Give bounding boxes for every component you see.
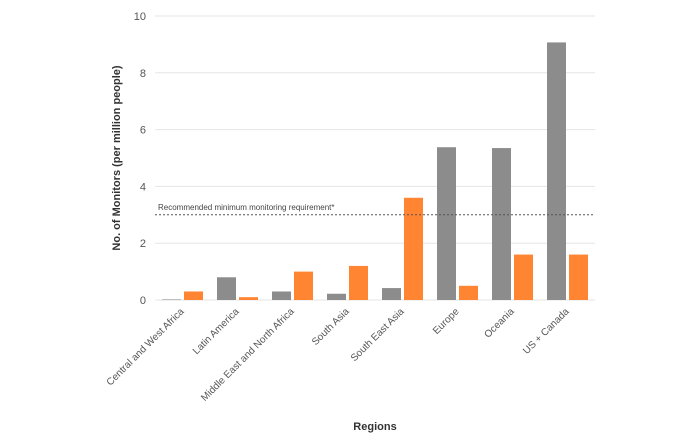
- bar-series-2: [239, 297, 258, 300]
- bar-series-2: [569, 254, 588, 300]
- y-tick-label: 10: [134, 11, 146, 23]
- bar-series-2: [349, 265, 368, 300]
- x-category-label: Central and West Africa: [105, 306, 187, 388]
- x-category-label: Latin America: [191, 306, 242, 357]
- bars: [162, 42, 588, 301]
- x-axis-title: Regions: [353, 421, 396, 433]
- x-category-label: Europe: [431, 306, 462, 337]
- bar-series-1: [492, 148, 511, 300]
- x-category-label: US + Canada: [521, 306, 572, 357]
- y-tick-label: 4: [140, 181, 146, 193]
- bar-series-2: [184, 291, 203, 300]
- bar-series-1: [162, 299, 181, 301]
- bar-series-2: [459, 285, 478, 300]
- bar-series-2: [294, 271, 313, 300]
- x-category-label: South Asia: [310, 306, 352, 348]
- x-category-label: Oceania: [483, 306, 517, 340]
- y-axis-ticks: 0 2 4 6 8 10: [134, 11, 146, 307]
- y-tick-label: 8: [140, 68, 146, 80]
- y-tick-label: 2: [140, 238, 146, 250]
- x-axis-category-labels: Central and West Africa Latin AmericaMidd…: [105, 306, 572, 404]
- reference-line-label: Recommended minimum monitoring requireme…: [158, 203, 335, 212]
- x-category-label: South East Asia: [349, 306, 407, 364]
- bar-series-1: [217, 277, 236, 300]
- bar-series-1: [437, 147, 456, 300]
- bar-series-2: [404, 197, 423, 300]
- bar-series-1: [382, 288, 401, 300]
- bar-series-1: [327, 293, 346, 300]
- bar-series-1: [272, 291, 291, 300]
- bar-series-2: [514, 254, 533, 300]
- y-tick-label: 6: [140, 125, 146, 137]
- y-tick-label: 0: [140, 295, 146, 307]
- x-category-label: Middle East and North Africa: [199, 306, 297, 404]
- bar-series-1: [547, 42, 566, 301]
- y-axis-title: No. of Monitors (per million people): [111, 65, 123, 250]
